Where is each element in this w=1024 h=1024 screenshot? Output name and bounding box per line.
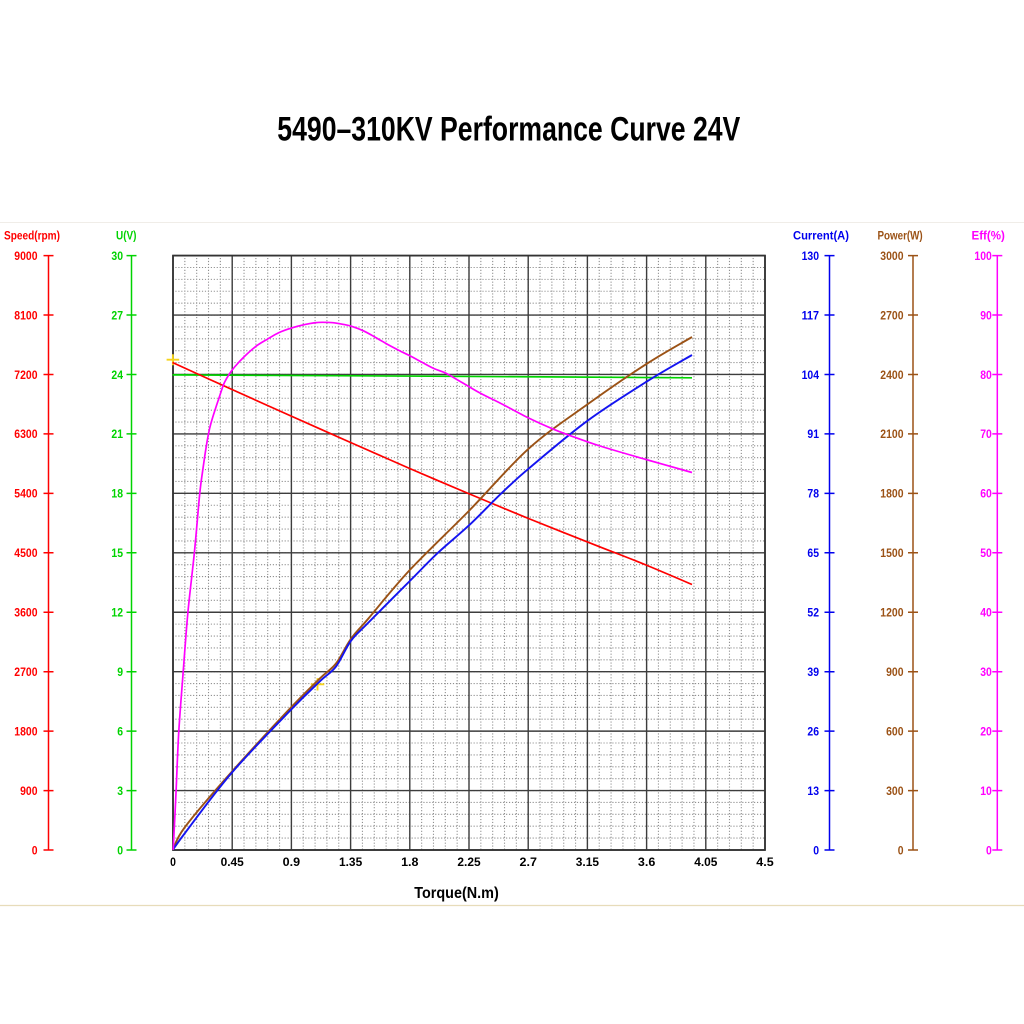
svg-text:2100: 2100 — [880, 427, 903, 441]
svg-text:18: 18 — [111, 487, 123, 501]
svg-text:24: 24 — [111, 368, 123, 382]
svg-text:0: 0 — [898, 843, 904, 857]
svg-text:7200: 7200 — [14, 368, 37, 382]
svg-text:4500: 4500 — [14, 546, 37, 560]
svg-text:5490–310KV Performance Curve 2: 5490–310KV Performance Curve 24V — [277, 111, 740, 149]
svg-text:3600: 3600 — [14, 606, 37, 620]
svg-text:2400: 2400 — [880, 368, 903, 382]
svg-text:39: 39 — [807, 665, 819, 679]
svg-text:10: 10 — [980, 784, 992, 798]
svg-text:Speed(rpm): Speed(rpm) — [4, 229, 60, 243]
svg-text:2.7: 2.7 — [520, 855, 538, 869]
svg-text:900: 900 — [886, 665, 904, 679]
svg-text:3: 3 — [117, 784, 123, 798]
svg-text:130: 130 — [802, 249, 820, 263]
svg-text:0: 0 — [117, 843, 123, 857]
svg-text:100: 100 — [974, 249, 992, 263]
svg-text:0.45: 0.45 — [221, 855, 244, 869]
svg-text:40: 40 — [980, 606, 992, 620]
svg-text:6300: 6300 — [14, 427, 37, 441]
svg-text:Current(A): Current(A) — [793, 229, 849, 243]
svg-text:1800: 1800 — [880, 487, 903, 501]
svg-text:65: 65 — [807, 546, 819, 560]
svg-text:1.35: 1.35 — [339, 855, 362, 869]
svg-text:0: 0 — [32, 843, 38, 857]
svg-text:90: 90 — [980, 308, 992, 322]
svg-text:70: 70 — [980, 427, 992, 441]
svg-text:2.25: 2.25 — [457, 855, 480, 869]
svg-text:20: 20 — [980, 724, 992, 738]
svg-text:30: 30 — [111, 249, 123, 263]
svg-text:3.15: 3.15 — [576, 855, 599, 869]
svg-text:9000: 9000 — [14, 249, 37, 263]
svg-text:91: 91 — [807, 427, 819, 441]
svg-text:78: 78 — [807, 487, 819, 501]
svg-text:8100: 8100 — [14, 308, 37, 322]
svg-text:30: 30 — [980, 665, 992, 679]
svg-text:1800: 1800 — [14, 724, 37, 738]
svg-text:Eff(%): Eff(%) — [972, 229, 1005, 243]
svg-text:4.5: 4.5 — [756, 855, 774, 869]
svg-text:21: 21 — [111, 427, 123, 441]
svg-text:60: 60 — [980, 487, 992, 501]
svg-text:Power(W): Power(W) — [878, 229, 923, 243]
svg-text:5400: 5400 — [14, 487, 37, 501]
svg-text:4.05: 4.05 — [694, 855, 717, 869]
svg-text:26: 26 — [807, 724, 819, 738]
svg-text:52: 52 — [807, 606, 819, 620]
svg-text:3000: 3000 — [880, 249, 903, 263]
svg-text:1.8: 1.8 — [401, 855, 419, 869]
svg-text:1200: 1200 — [880, 606, 903, 620]
svg-text:0: 0 — [986, 843, 992, 857]
svg-text:300: 300 — [886, 784, 904, 798]
svg-text:6: 6 — [117, 724, 123, 738]
svg-text:U(V): U(V) — [116, 229, 137, 243]
svg-text:9: 9 — [117, 665, 123, 679]
svg-text:600: 600 — [886, 724, 904, 738]
svg-text:80: 80 — [980, 368, 992, 382]
svg-text:3.6: 3.6 — [638, 855, 656, 869]
svg-text:0: 0 — [170, 855, 176, 869]
svg-text:13: 13 — [807, 784, 819, 798]
svg-text:0: 0 — [813, 843, 819, 857]
svg-text:2700: 2700 — [880, 308, 903, 322]
svg-text:117: 117 — [802, 308, 820, 322]
svg-text:1500: 1500 — [880, 546, 903, 560]
svg-text:104: 104 — [802, 368, 820, 382]
svg-text:0.9: 0.9 — [283, 855, 301, 869]
svg-text:50: 50 — [980, 546, 992, 560]
svg-text:2700: 2700 — [14, 665, 37, 679]
svg-text:12: 12 — [111, 606, 123, 620]
svg-text:Torque(N.m): Torque(N.m) — [414, 885, 499, 902]
svg-text:15: 15 — [111, 546, 123, 560]
svg-text:27: 27 — [111, 308, 123, 322]
svg-text:900: 900 — [20, 784, 38, 798]
